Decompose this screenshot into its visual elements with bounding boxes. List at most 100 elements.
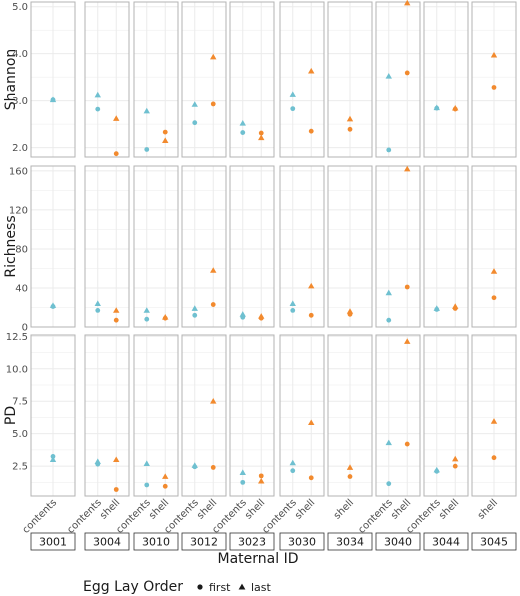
panel-border bbox=[471, 334, 517, 497]
point-first-contents bbox=[386, 481, 392, 487]
strip-label: 3030 bbox=[288, 536, 316, 549]
point-last-shell bbox=[452, 455, 459, 462]
legend-item-last: last bbox=[238, 581, 272, 594]
y-tick-label: 4.0 bbox=[12, 49, 28, 60]
x-tick-label-shell: shell bbox=[293, 497, 317, 521]
strip-box bbox=[423, 532, 469, 551]
point-last-contents bbox=[49, 456, 57, 463]
point-first-shell bbox=[113, 487, 119, 492]
panel-border bbox=[30, 334, 76, 497]
y-tick-label: 160 bbox=[9, 166, 28, 177]
point-last-shell bbox=[162, 473, 169, 479]
y-tick-label: 120 bbox=[9, 205, 28, 216]
y-tick-label: 10.0 bbox=[6, 364, 28, 375]
point-first-shell bbox=[210, 101, 216, 107]
facet-3012-shannon bbox=[181, 1, 227, 158]
point-last-contents bbox=[191, 462, 198, 468]
facet-3040-richness bbox=[375, 165, 421, 328]
point-last-shell bbox=[490, 51, 498, 58]
point-first-shell bbox=[162, 129, 168, 135]
point-last-shell bbox=[258, 477, 265, 484]
strip-label: 3045 bbox=[480, 536, 508, 549]
point-last-contents bbox=[385, 73, 392, 79]
x-tick-label-shell: shell bbox=[195, 497, 219, 521]
panel-border bbox=[133, 1, 179, 158]
legend-title: Egg Lay Order bbox=[83, 579, 183, 595]
point-first-shell bbox=[210, 465, 216, 470]
strip-label: 3004 bbox=[93, 536, 121, 549]
point-last-shell bbox=[346, 464, 354, 470]
point-last-shell bbox=[162, 137, 169, 143]
point-first-shell bbox=[491, 295, 497, 301]
strip-box bbox=[327, 532, 373, 551]
point-first-shell bbox=[113, 317, 119, 323]
x-tick-label-shell: shell bbox=[98, 497, 122, 521]
x-tick-label-shell: shell bbox=[437, 497, 461, 521]
point-last-contents bbox=[143, 107, 150, 114]
strip-box bbox=[229, 532, 275, 551]
panel-border bbox=[229, 334, 275, 497]
panel-grid: Shannon 2.0 3.0 4.0 5.0 Richness 0 40 80 120 160 PD… bbox=[3, 0, 517, 497]
facet-3045-pd bbox=[471, 334, 517, 497]
strip-box bbox=[30, 532, 76, 551]
point-last-contents bbox=[289, 459, 296, 466]
panel-border bbox=[181, 165, 227, 328]
maternal-id-strips: contents3001contentsshell3004contentsshe… bbox=[21, 497, 517, 551]
panel-border bbox=[84, 334, 130, 497]
panel-border bbox=[279, 1, 325, 158]
point-first-contents bbox=[50, 453, 56, 459]
y-tick-label: 40 bbox=[15, 283, 28, 294]
facet-3001-pd bbox=[30, 334, 76, 497]
point-first-contents bbox=[144, 147, 150, 152]
facet-3040-pd bbox=[375, 334, 421, 497]
point-first-shell bbox=[491, 455, 497, 461]
point-first-shell bbox=[258, 473, 264, 479]
facet-3010-richness bbox=[133, 165, 179, 328]
facet-3004-richness bbox=[84, 165, 130, 328]
point-last-contents bbox=[239, 469, 246, 476]
panel-border bbox=[133, 334, 179, 497]
facet-3010-pd bbox=[133, 334, 179, 497]
panel-border bbox=[327, 165, 373, 328]
point-last-contents bbox=[433, 305, 440, 311]
point-last-shell bbox=[210, 53, 217, 60]
facet-3010-shannon bbox=[133, 1, 179, 158]
y-tick-label: 2.0 bbox=[12, 143, 28, 154]
legend-label: last bbox=[251, 581, 272, 594]
point-last-contents bbox=[49, 302, 57, 308]
point-last-shell bbox=[452, 303, 459, 309]
point-first-shell bbox=[210, 302, 216, 307]
y-axis-title-richness: Richness bbox=[3, 215, 19, 277]
point-first-shell bbox=[258, 130, 264, 136]
point-first-contents bbox=[95, 106, 101, 112]
panel-border bbox=[423, 165, 469, 328]
point-last-contents bbox=[385, 289, 392, 296]
point-last-shell bbox=[308, 282, 315, 289]
point-last-shell bbox=[404, 165, 411, 172]
facet-3030-richness bbox=[279, 165, 325, 328]
point-last-shell bbox=[404, 338, 411, 344]
legend: Egg Lay Order first last bbox=[83, 579, 271, 595]
point-first-contents bbox=[386, 317, 392, 323]
facet-3023-shannon bbox=[229, 1, 275, 158]
point-first-shell bbox=[452, 463, 458, 469]
strip-label: 3044 bbox=[432, 536, 460, 549]
point-last-shell bbox=[308, 67, 315, 74]
point-last-contents bbox=[191, 305, 198, 311]
point-last-contents bbox=[94, 91, 101, 98]
facet-3023-richness bbox=[229, 165, 275, 328]
point-last-shell bbox=[452, 104, 459, 111]
panel-border bbox=[229, 165, 275, 328]
facet-3004-shannon bbox=[84, 1, 130, 158]
strip-label: 3012 bbox=[190, 536, 218, 549]
point-first-shell bbox=[347, 474, 353, 479]
facet-3034-richness bbox=[327, 165, 373, 328]
strip-label: 3010 bbox=[142, 536, 170, 549]
point-last-contents bbox=[433, 104, 440, 111]
panel-border bbox=[279, 334, 325, 497]
point-first-shell bbox=[308, 128, 314, 134]
strip-box bbox=[279, 532, 325, 551]
panel-border bbox=[30, 1, 76, 158]
point-first-shell bbox=[404, 284, 410, 290]
